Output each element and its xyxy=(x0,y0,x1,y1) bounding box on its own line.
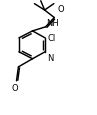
Text: Cl: Cl xyxy=(47,34,55,43)
Text: O: O xyxy=(57,5,64,14)
Text: N: N xyxy=(48,53,54,62)
Text: O: O xyxy=(11,83,18,92)
Text: NH: NH xyxy=(46,18,59,27)
